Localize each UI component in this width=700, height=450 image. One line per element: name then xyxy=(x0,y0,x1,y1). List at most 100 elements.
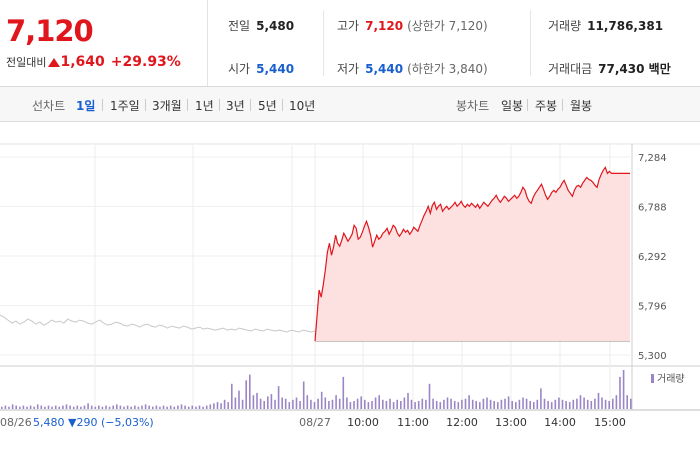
volume-bar xyxy=(586,399,589,409)
prev-close-label: 전일 xyxy=(228,19,251,33)
volume-bar xyxy=(198,405,201,409)
prev-close-info: 전일 5,480 xyxy=(228,17,294,34)
x-tick-label: 12:00 xyxy=(446,416,478,429)
x-tick-label: 08/26 xyxy=(0,416,32,429)
volume-bar xyxy=(389,398,391,409)
volume-bar xyxy=(191,405,194,409)
y-tick-label: 5,300 xyxy=(638,351,667,362)
tab-10y[interactable]: 10년 xyxy=(289,99,316,113)
volume-bar xyxy=(213,403,215,409)
open-label: 시가 xyxy=(228,62,251,76)
volume-bar xyxy=(137,406,140,409)
x-tick-label: 08/27 xyxy=(299,416,331,429)
tab-1w[interactable]: 1주일 xyxy=(110,99,140,113)
volume-bar xyxy=(180,404,183,409)
change-percent: +29.93% xyxy=(110,54,181,70)
volume-info: 거래량 11,786,381 xyxy=(548,17,663,34)
volume-bar xyxy=(299,401,301,409)
volume-bar xyxy=(231,383,233,409)
volume-bar xyxy=(195,406,197,409)
volume-bar xyxy=(554,399,557,409)
volume-bar xyxy=(346,397,348,409)
x-tick-label: 10:00 xyxy=(347,416,379,429)
volume-bar xyxy=(148,405,150,409)
volume-bar xyxy=(385,401,388,409)
volume-bar xyxy=(572,399,575,409)
volume-bar xyxy=(360,396,362,409)
volume-bar xyxy=(601,397,603,409)
volume-bar xyxy=(252,395,255,409)
volume-bar xyxy=(47,405,50,409)
volume-bar xyxy=(396,399,398,409)
tab-5y[interactable]: 5년 xyxy=(258,99,277,113)
volume-bar xyxy=(626,395,628,409)
volume-bar xyxy=(29,405,32,409)
volume-bar xyxy=(608,401,610,409)
tab-divider xyxy=(250,99,251,111)
volume-bar xyxy=(464,398,467,409)
quote-header: 7,120 전일대비 1,640 +29.93% 전일 5,480 시가 5,440 고… xyxy=(0,0,700,87)
volume-bar xyxy=(511,401,513,409)
volume-bar xyxy=(443,399,445,409)
volume-bar xyxy=(166,406,168,409)
volume-bar xyxy=(310,399,312,409)
volume-bar xyxy=(152,406,154,409)
high-value: 7,120 xyxy=(365,19,404,33)
volume-bar xyxy=(533,402,535,409)
header-divider xyxy=(323,10,324,76)
volume-bar xyxy=(529,401,531,409)
tab-divider xyxy=(219,99,220,111)
volume-bar xyxy=(374,397,377,409)
volume-bar xyxy=(177,405,179,409)
volume-bar xyxy=(515,402,517,409)
low-value: 5,440 xyxy=(365,62,404,76)
volume-bar xyxy=(288,402,291,409)
volume-bar xyxy=(547,401,549,409)
tab-weekly-candle[interactable]: 주봉 xyxy=(535,99,558,113)
x-tick-label: 11:00 xyxy=(397,416,429,429)
volume-value: 11,786,381 xyxy=(587,19,664,33)
volume-bar xyxy=(446,397,449,409)
low-info: 저가 5,440 (하한가 3,840) xyxy=(337,60,488,77)
volume-bar xyxy=(33,406,35,409)
volume-bar xyxy=(382,399,384,409)
volume-bar xyxy=(518,399,521,409)
volume-bar xyxy=(482,398,485,409)
volume-bar xyxy=(259,398,262,409)
volume-bar xyxy=(87,403,89,409)
volume-bar xyxy=(169,405,172,409)
tab-1y[interactable]: 1년 xyxy=(195,99,214,113)
low-label: 저가 xyxy=(337,62,360,76)
volume-bar xyxy=(525,398,528,409)
volume-bar xyxy=(134,405,136,409)
volume-label: 거래량 xyxy=(548,19,582,33)
volume-bar xyxy=(630,398,632,409)
volume-bar xyxy=(4,405,7,409)
volume-bar xyxy=(65,404,68,409)
volume-bar xyxy=(162,405,165,409)
volume-bar xyxy=(119,405,122,409)
volume-bar xyxy=(493,401,495,409)
volume-bar xyxy=(504,398,506,409)
volume-bar xyxy=(302,381,305,409)
volume-bar xyxy=(223,399,226,409)
volume-bar xyxy=(15,405,17,409)
volume-bar xyxy=(568,402,571,409)
tab-daily-candle[interactable]: 일봉 xyxy=(501,99,524,113)
tab-monthly-candle[interactable]: 월봉 xyxy=(570,99,593,113)
tab-3y[interactable]: 3년 xyxy=(226,99,245,113)
volume-bar xyxy=(468,395,470,409)
volume-bar xyxy=(479,402,481,409)
volume-bar xyxy=(234,397,237,409)
volume-bar xyxy=(256,392,258,409)
volume-bar xyxy=(108,406,111,409)
tab-1d[interactable]: 1일 xyxy=(76,99,96,113)
volume-bar xyxy=(432,398,434,409)
volume-bar xyxy=(435,401,438,409)
upper-limit: (상한가 7,120) xyxy=(407,19,488,33)
tab-divider xyxy=(527,99,528,111)
open-info: 시가 5,440 xyxy=(228,60,294,77)
tab-3m[interactable]: 3개월 xyxy=(152,99,182,113)
volume-bar xyxy=(331,399,334,409)
change-value: 1,640 xyxy=(60,54,105,70)
